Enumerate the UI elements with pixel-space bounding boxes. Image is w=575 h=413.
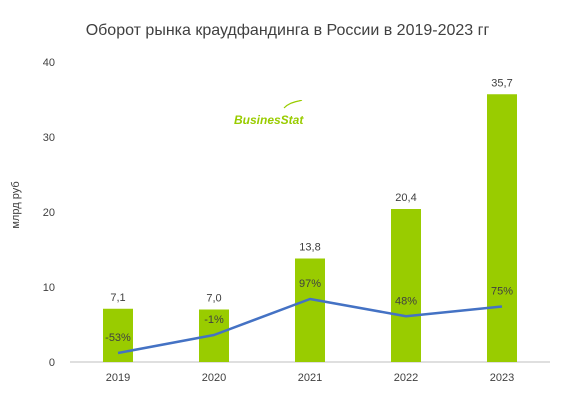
x-tick-label: 2021 bbox=[298, 372, 322, 384]
growth-label: 97% bbox=[299, 278, 321, 290]
growth-label: 75% bbox=[491, 286, 513, 298]
x-tick-label: 2020 bbox=[202, 372, 226, 384]
bar-value-label: 13,8 bbox=[299, 242, 320, 254]
x-tick-label: 2019 bbox=[106, 372, 130, 384]
y-tick-label: 10 bbox=[43, 282, 55, 294]
businesstat-logo: BusinesStat bbox=[234, 100, 304, 127]
x-tick-label: 2022 bbox=[394, 372, 418, 384]
bar-value-label: 20,4 bbox=[395, 192, 416, 204]
bar-value-label: 35,7 bbox=[491, 77, 512, 89]
x-tick-label: 2023 bbox=[490, 372, 514, 384]
svg-text:BusinesStat: BusinesStat bbox=[234, 113, 304, 127]
y-tick-label: 40 bbox=[43, 57, 55, 69]
growth-line bbox=[117, 297, 503, 355]
bar-value-label: 7,0 bbox=[206, 293, 221, 305]
bar-value-label: 7,1 bbox=[110, 292, 125, 304]
y-tick-label: 0 bbox=[49, 357, 55, 369]
y-tick-label: 20 bbox=[43, 207, 55, 219]
growth-label: -53% bbox=[105, 332, 131, 344]
bar bbox=[103, 308, 133, 362]
bar bbox=[391, 209, 421, 362]
bar bbox=[295, 258, 325, 362]
y-tick-label: 30 bbox=[43, 132, 55, 144]
bar bbox=[487, 94, 517, 362]
growth-label: 48% bbox=[395, 295, 417, 307]
chart-title: Оборот рынка краудфандинга в России в 20… bbox=[85, 22, 490, 39]
growth-label: -1% bbox=[204, 314, 224, 326]
